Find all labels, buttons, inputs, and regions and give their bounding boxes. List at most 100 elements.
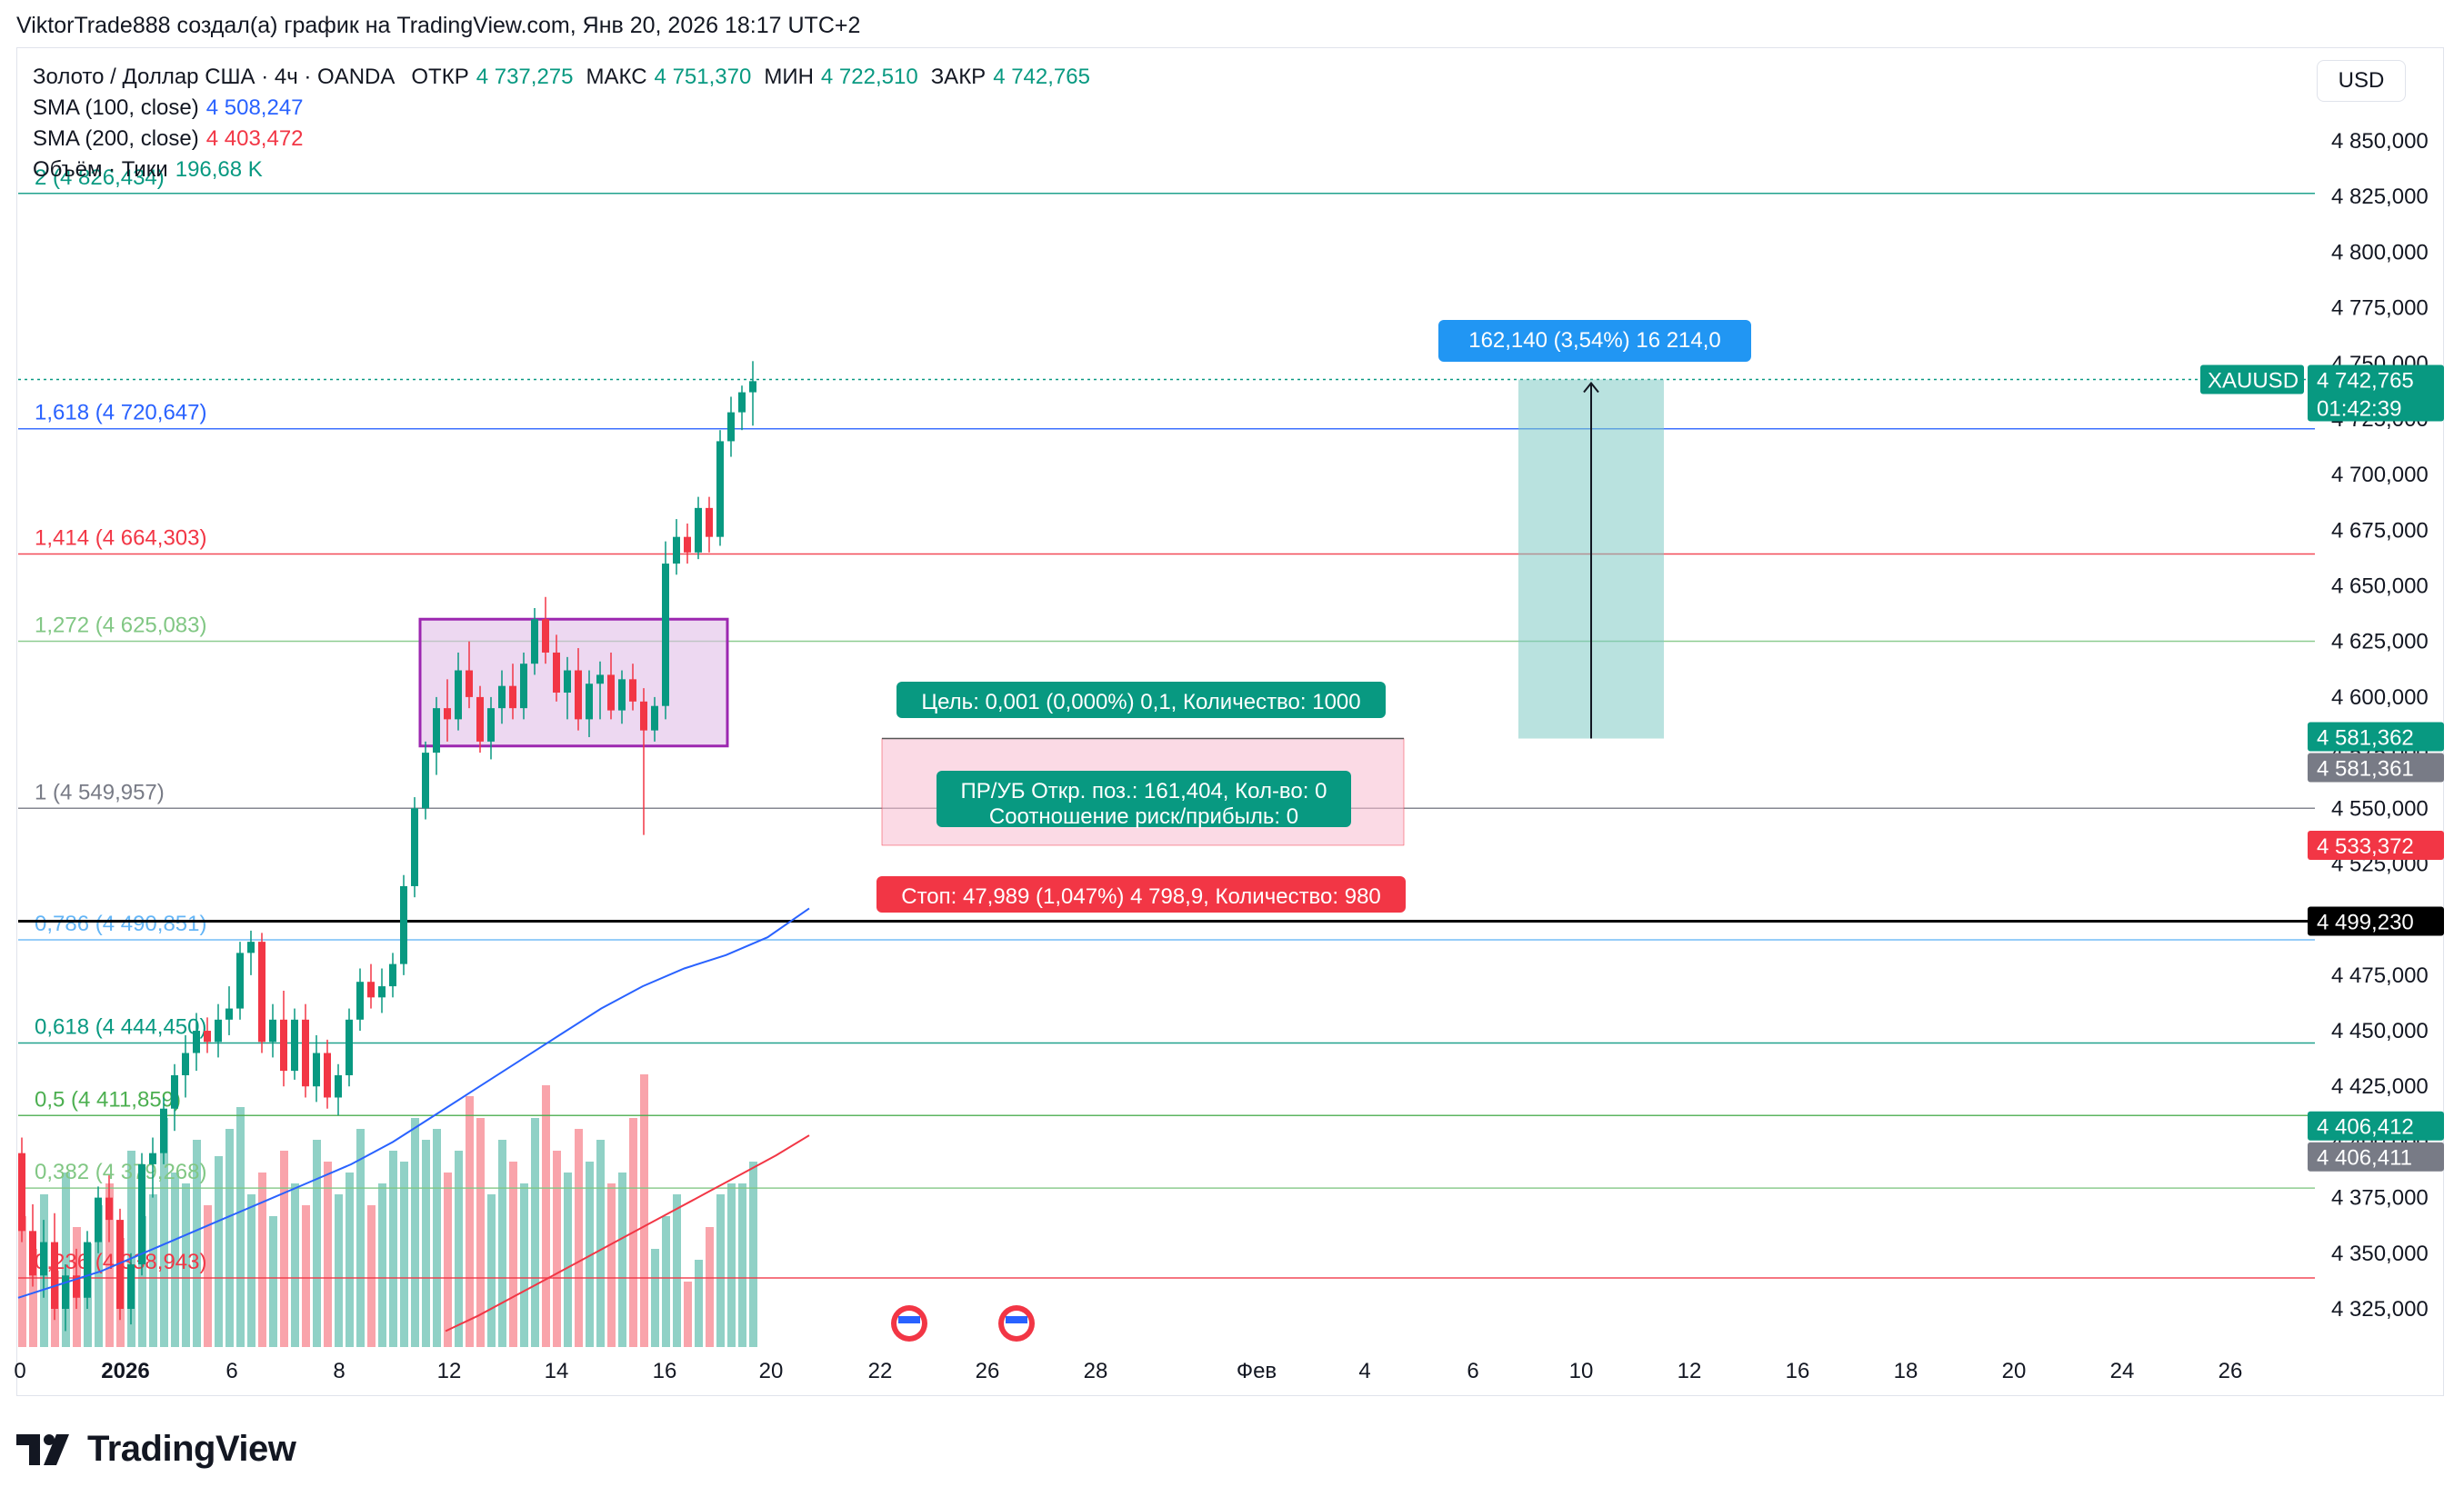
price-axis-tick: 4 625,000 <box>2331 630 2429 654</box>
candle-body <box>695 507 702 553</box>
volume-bar <box>618 1173 626 1347</box>
time-axis-tick: 16 <box>1786 1359 1810 1383</box>
candle-body <box>291 1019 298 1072</box>
volume-bar <box>662 1216 670 1347</box>
candle-body <box>116 1220 124 1309</box>
target-label: Цель: 0,001 (0,000%) 0,1, Количество: 10… <box>896 682 1386 718</box>
volume-bar <box>193 1140 201 1347</box>
volume-bar <box>29 1249 37 1347</box>
time-axis-tick: 2026 <box>101 1359 149 1383</box>
tradingview-logo[interactable]: TradingView <box>16 1429 296 1470</box>
time-axis-tick: 12 <box>437 1359 462 1383</box>
candle-body <box>640 701 647 731</box>
candle-body <box>346 1019 353 1075</box>
candle-body <box>684 536 691 553</box>
volume-bar <box>18 1216 26 1347</box>
measure-label: 162,140 (3,54%) 16 214,0 <box>1438 320 1751 362</box>
price-axis-tick: 4 450,000 <box>2331 1019 2429 1043</box>
legend-close-label: ЗАКР <box>930 65 987 89</box>
candle-body <box>73 1275 80 1298</box>
volume-bar <box>444 1173 452 1347</box>
candle-body <box>149 1153 156 1164</box>
target-price-label-bg <box>2308 722 2444 752</box>
legend-sma100-row[interactable]: SMA (100, close) 4 508,247 <box>33 93 1090 124</box>
candle-body <box>673 536 680 564</box>
candle-body <box>553 652 560 694</box>
pnl-label: ПР/УБ Откр. поз.: 161,404, Кол-во: 0Соот… <box>937 771 1351 829</box>
entry-price-label: 4 581,361 <box>2317 757 2414 782</box>
legend-low-value: 4 722,510 <box>820 65 918 89</box>
time-axis-tick: 28 <box>1084 1359 1108 1383</box>
symbol-tag: XAUUSD <box>2208 368 2299 393</box>
time-axis-tick: 6 <box>1467 1359 1478 1383</box>
target-label-bg <box>896 682 1386 718</box>
stop-label-bg <box>876 876 1406 913</box>
candle-body <box>607 674 615 711</box>
volume-bar <box>160 1118 168 1347</box>
volume-bar <box>476 1118 485 1347</box>
candle-body <box>84 1242 91 1298</box>
candle-body <box>18 1153 25 1232</box>
candle-body <box>716 441 724 537</box>
volume-bar <box>324 1162 332 1347</box>
volume-bar <box>520 1183 528 1347</box>
volume-bar <box>640 1074 648 1347</box>
price-axis-tick: 4 475,000 <box>2331 963 2429 988</box>
candle-body <box>400 885 407 964</box>
time-axis-tick: 26 <box>2219 1359 2243 1383</box>
time-axis-tick: 0 <box>14 1359 25 1383</box>
price-axis-tick: 4 775,000 <box>2331 296 2429 321</box>
chart-legend: Золото / Доллар США · 4ч · OANDA ОТКР 4 7… <box>33 62 1090 185</box>
candle-body <box>520 664 527 709</box>
volume-bar <box>378 1183 386 1347</box>
volume-bar <box>564 1173 572 1347</box>
target-price-label: 4 581,362 <box>2317 726 2414 751</box>
currency-button[interactable]: USD <box>2317 60 2406 102</box>
legend-sma200-label: SMA (200, close) <box>33 126 199 151</box>
legend-sma200-row[interactable]: SMA (200, close) 4 403,472 <box>33 124 1090 155</box>
price-axis-tick: 4 825,000 <box>2331 185 2429 209</box>
legend-volume-row[interactable]: Объём · Тики 196,68 K <box>33 155 1090 185</box>
volume-bar <box>313 1140 321 1347</box>
price-axis-tick: 4 350,000 <box>2331 1242 2429 1266</box>
candle-body <box>29 1231 36 1276</box>
us-event-flag-stripe <box>898 1316 920 1323</box>
candle-body <box>466 670 473 697</box>
fib-price-label-a-bg <box>2308 1111 2444 1141</box>
volume-bar <box>291 1183 299 1347</box>
price-axis-tick: 4 375,000 <box>2331 1186 2429 1211</box>
last-price-label: 4 742,765 <box>2317 368 2414 393</box>
volume-bar <box>400 1162 408 1347</box>
volume-bar <box>651 1249 659 1347</box>
fib-level-label: 1,618 (4 720,647) <box>35 401 206 425</box>
candle-body <box>455 670 462 720</box>
volume-bar <box>422 1140 430 1347</box>
bar-countdown-label: 01:42:39 <box>2317 396 2401 421</box>
candle-body <box>138 1163 145 1265</box>
time-axis-tick: 26 <box>976 1359 1000 1383</box>
volume-bar <box>433 1129 441 1347</box>
measure-label-bg <box>1438 320 1751 362</box>
price-axis-tick: 4 600,000 <box>2331 685 2429 710</box>
volume-bar <box>596 1140 605 1347</box>
volume-bar <box>706 1227 714 1347</box>
time-axis-tick: 10 <box>1569 1359 1594 1383</box>
time-axis-tick: 20 <box>759 1359 784 1383</box>
candle-body <box>247 942 255 953</box>
line-price-label: 4 499,230 <box>2317 911 2414 935</box>
volume-bar <box>280 1151 288 1347</box>
measure-arrow-head <box>1583 381 1599 394</box>
candle-body <box>225 1008 233 1020</box>
fib-level-label: 2 (4 826,434) <box>35 165 165 190</box>
legend-open-value: 4 737,275 <box>476 65 574 89</box>
candle-body <box>367 982 375 998</box>
volume-bar <box>138 1216 146 1347</box>
legend-sma100-label: SMA (100, close) <box>33 95 199 120</box>
stop-price-label: 4 533,372 <box>2317 834 2414 859</box>
time-axis-tick: Фев <box>1237 1359 1277 1383</box>
fib-level-label: 0,618 (4 444,450) <box>35 1015 206 1040</box>
candle-body <box>40 1242 47 1276</box>
pnl-label-text: ПР/УБ Откр. поз.: 161,404, Кол-во: 0 <box>961 779 1327 803</box>
candle-body <box>476 696 484 742</box>
